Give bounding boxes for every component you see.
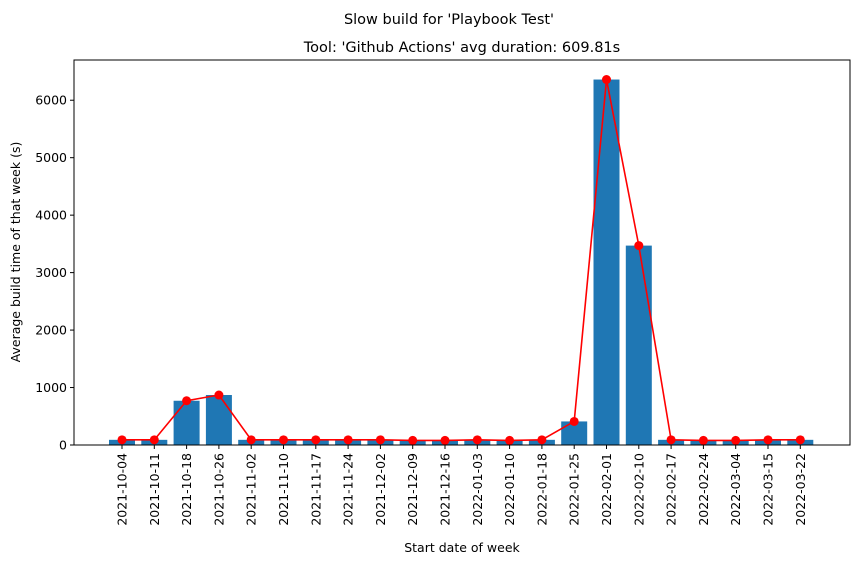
x-axis-label: Start date of week	[404, 540, 520, 555]
data-point	[602, 75, 611, 85]
y-tick-label: 0	[59, 438, 67, 453]
x-tick-label: 2021-10-04	[115, 453, 130, 526]
x-tick-label: 2021-11-02	[244, 453, 259, 526]
plot-area: 0 1000 2000 3000 4000 5000 6000 2021-10-04 2021-…	[35, 75, 814, 526]
data-point	[149, 435, 159, 445]
y-tick-label: 5000	[35, 150, 67, 165]
data-point	[214, 390, 224, 400]
y-tick-label: 4000	[35, 208, 67, 223]
data-point	[795, 435, 805, 445]
data-point	[698, 435, 708, 445]
data-point	[634, 241, 644, 251]
data-point	[246, 435, 256, 445]
x-tick-label: 2021-11-17	[308, 453, 323, 526]
x-tick-label: 2021-10-26	[211, 453, 226, 526]
series-line	[122, 79, 801, 442]
x-tick-label: 2022-02-01	[599, 453, 614, 526]
data-point	[505, 435, 515, 445]
data-point	[311, 435, 321, 445]
chart-suptitle: Slow build for 'Playbook Test'	[344, 12, 554, 28]
x-tick-label: 2022-02-10	[631, 453, 646, 526]
x-tick-label: 2022-02-17	[664, 453, 679, 526]
x-tick-label: 2021-10-18	[179, 453, 194, 526]
bar	[593, 79, 620, 445]
x-tick-label: 2022-01-10	[502, 453, 517, 526]
x-tick-label: 2021-12-16	[438, 453, 453, 526]
data-point	[537, 435, 547, 445]
data-point	[731, 435, 741, 445]
data-point	[408, 435, 418, 445]
bar	[205, 395, 232, 445]
data-point	[569, 416, 579, 426]
data-point	[763, 435, 773, 445]
chart-title: Tool: 'Github Actions' avg duration: 609…	[303, 40, 620, 56]
bar	[561, 421, 588, 445]
x-tick-label: 2022-03-04	[728, 453, 743, 526]
y-tick-label: 3000	[35, 265, 67, 280]
x-tick-label: 2022-01-25	[567, 453, 582, 526]
bar	[173, 400, 200, 445]
x-tick-label: 2022-02-24	[696, 453, 711, 526]
y-axis-label-group: Average build time of that week (s)	[8, 142, 23, 363]
x-tick-label: 2021-12-02	[373, 453, 388, 526]
y-tick-label: 1000	[35, 380, 67, 395]
y-tick-label: 6000	[35, 93, 67, 108]
y-tick-label: 2000	[35, 323, 67, 338]
x-tick-label: 2021-11-24	[341, 453, 356, 526]
x-tick-label: 2021-10-11	[147, 453, 162, 526]
data-point	[279, 435, 288, 445]
data-point	[440, 435, 450, 445]
x-tick-label: 2022-01-18	[534, 453, 549, 526]
x-tick-label: 2022-03-22	[793, 453, 808, 526]
x-tick-label: 2022-01-03	[470, 453, 485, 526]
data-point	[375, 435, 385, 445]
y-axis-label: Average build time of that week (s)	[8, 142, 23, 363]
bar	[625, 245, 652, 445]
data-point	[666, 435, 676, 445]
plot-frame	[73, 59, 851, 446]
data-point	[472, 435, 482, 445]
data-point	[117, 435, 127, 445]
x-tick-label: 2021-12-09	[405, 453, 420, 526]
x-tick-label: 2022-03-15	[761, 453, 776, 526]
x-tick-label: 2021-11-10	[276, 453, 291, 526]
data-point	[182, 396, 192, 406]
data-point	[343, 435, 353, 445]
